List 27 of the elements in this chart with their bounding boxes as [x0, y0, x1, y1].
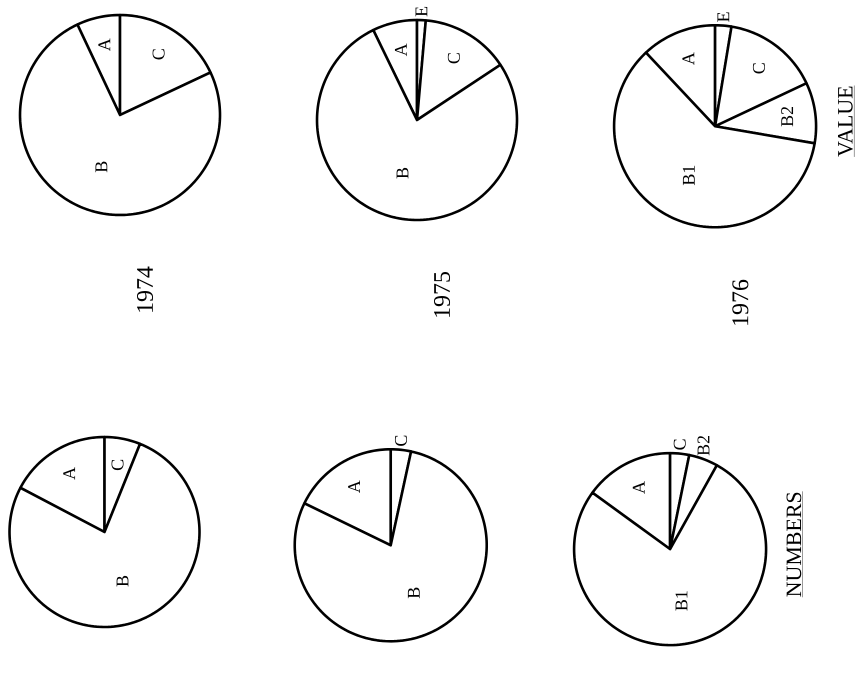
slice-label: B2	[697, 436, 710, 456]
text: NUMBERS	[786, 492, 802, 597]
slice-label: A	[348, 480, 360, 493]
slice-label: C	[674, 439, 686, 450]
slice-label: C	[394, 436, 407, 446]
slice-label: B	[408, 588, 420, 598]
text: 1976	[732, 280, 748, 325]
slice-label: E	[416, 6, 428, 16]
slice-label: C	[152, 49, 165, 60]
slice-label: C	[752, 63, 765, 74]
slice-label: A	[632, 481, 645, 494]
slice-label: B1	[682, 166, 695, 186]
slice-label: A	[98, 38, 110, 52]
slice-label: B	[396, 168, 408, 179]
slice-label: B2	[781, 106, 794, 126]
slice-label: A	[394, 43, 407, 56]
slice-label: C	[448, 53, 460, 64]
slice-label: B	[116, 576, 128, 587]
slice-label: C	[112, 460, 124, 470]
text: VALUE	[838, 86, 853, 157]
slice-label: E	[717, 12, 730, 22]
slice-label: A	[63, 467, 76, 480]
slice-label: A	[682, 52, 694, 65]
text: 1974	[136, 266, 154, 312]
text: 1975	[434, 272, 450, 317]
slice-label: B1	[675, 591, 688, 611]
slice-label: B	[95, 162, 108, 172]
